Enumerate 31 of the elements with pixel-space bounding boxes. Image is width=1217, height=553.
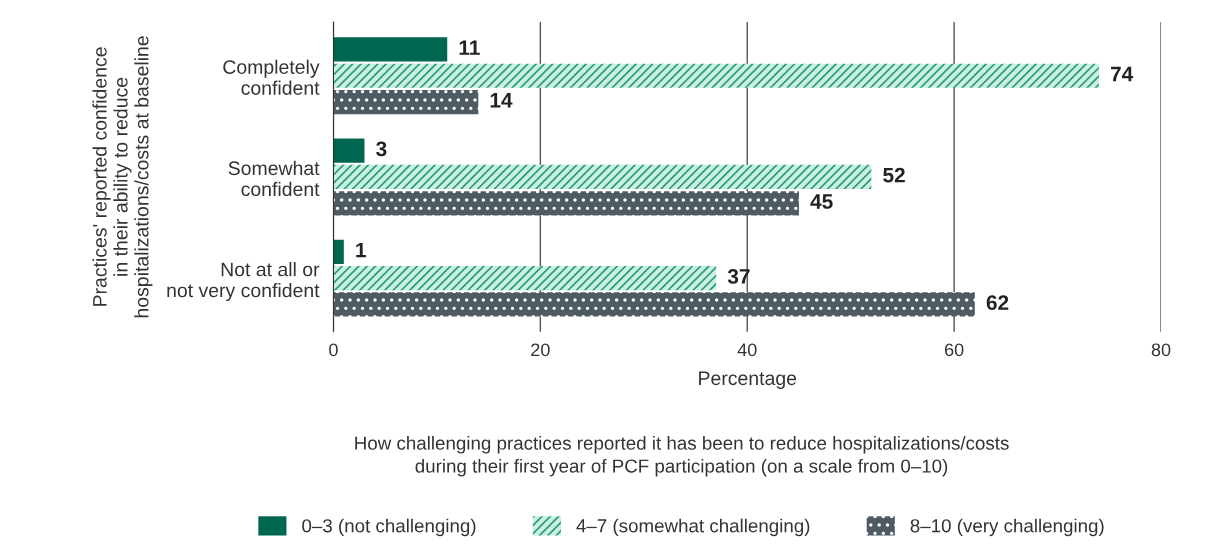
y-tick-label: Not at all or not very confident (167, 262, 320, 302)
x-tick-label: 0 (329, 343, 338, 357)
data-label: 62 (986, 295, 1009, 311)
x-tick-label: 60 (945, 343, 964, 357)
x-tick-label: 20 (531, 343, 550, 357)
bar (333, 164, 872, 190)
bar (333, 292, 975, 317)
x-tick-label: 40 (737, 343, 757, 357)
data-label: 14 (490, 93, 513, 108)
data-label: 74 (1110, 66, 1134, 82)
bar (333, 37, 448, 62)
bar (333, 191, 799, 216)
bar (333, 239, 344, 264)
y-axis-title: Practices' reported confidence in their ability to reduce hospitalizations/costs at baseline (92, 36, 153, 318)
data-label: 1 (356, 242, 366, 258)
legend-title: How challenging practices reported it has been to reduce hospitalizations/costs during their first year of PCF participation (on a scale from 0–10) (355, 436, 1009, 477)
legend-label: 4–7 (somewhat challenging) (576, 518, 810, 537)
data-label: 45 (810, 194, 833, 209)
data-label: 11 (459, 40, 480, 55)
x-axis-title: Percentage (699, 371, 797, 389)
y-tick-label: Somewhat confident (228, 160, 320, 197)
bar (333, 89, 479, 115)
x-tick-label: 80 (1151, 343, 1171, 357)
data-label: 52 (883, 167, 905, 183)
bar (333, 63, 1099, 88)
legend-label: 8–10 (very challenging) (910, 518, 1104, 537)
data-label: 3 (376, 141, 387, 157)
bar (333, 266, 717, 291)
legend-label: 0–3 (not challenging) (302, 518, 476, 537)
bar (333, 138, 365, 163)
y-tick-label: Completely confident (223, 59, 320, 95)
